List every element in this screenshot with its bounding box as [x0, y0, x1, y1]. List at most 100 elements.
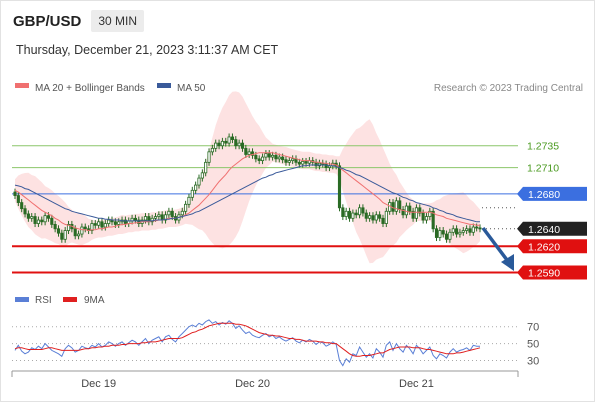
candle-body — [287, 160, 291, 163]
candle-body — [16, 195, 20, 203]
candle-body — [418, 207, 422, 214]
ma50-line — [14, 164, 480, 223]
candle-body — [244, 147, 248, 155]
candle-body — [394, 200, 398, 212]
candle-body — [180, 210, 184, 216]
candle-body — [234, 139, 238, 147]
candle-body — [163, 214, 168, 221]
candle-body — [465, 228, 469, 231]
level-tag-current — [517, 221, 587, 236]
candle-body — [324, 163, 328, 168]
candle-body — [271, 154, 275, 158]
candle-body — [404, 205, 408, 216]
candle-body — [368, 215, 372, 219]
candle-body — [170, 210, 174, 217]
candle-body — [133, 217, 137, 221]
candle-body — [190, 189, 194, 198]
candle-body — [254, 154, 258, 160]
candle-body — [274, 154, 278, 160]
candle-body — [237, 142, 241, 147]
chart-timestamp: Thursday, December 21, 2023 3:11:37 AM C… — [16, 43, 279, 57]
candle-body — [103, 223, 107, 228]
candle-body — [381, 217, 385, 224]
candle-body — [428, 210, 432, 217]
level-tags: 1.2735 1.2710 1.2680 1.2640 1.2620 1.2590 — [517, 141, 587, 280]
candle-body — [26, 213, 30, 219]
candle-body — [46, 215, 51, 219]
rsi-legend-swatch — [15, 297, 29, 302]
candle-body — [33, 216, 37, 224]
candle-body — [210, 147, 214, 153]
candle-body — [354, 212, 358, 216]
candle-body — [204, 161, 208, 174]
candle-body — [471, 226, 475, 233]
candle-body — [150, 217, 154, 223]
candle-body — [107, 219, 111, 224]
level-tag-label: 1.2590 — [528, 268, 560, 280]
candle-body — [461, 230, 465, 233]
timeframe-badge[interactable]: 30 MIN — [91, 10, 145, 32]
candle-body — [13, 191, 17, 196]
candle-body — [63, 230, 67, 240]
candle-body — [344, 210, 348, 217]
candle-body — [351, 212, 355, 219]
candle-body — [478, 227, 482, 230]
rsi-tick-label: 30 — [527, 356, 539, 368]
ma50-legend-label: MA 50 — [177, 83, 206, 94]
candle-body — [267, 153, 271, 158]
candle-body — [371, 215, 375, 221]
symbol-label[interactable]: GBP/USD — [13, 12, 82, 30]
x-tick-label: Dec 21 — [399, 378, 434, 390]
candle-body — [73, 228, 77, 237]
candle-body — [291, 158, 295, 161]
rsi-tick-label: 70 — [527, 322, 539, 334]
candle-body — [197, 177, 201, 186]
candle-body — [40, 219, 44, 223]
candle-body — [384, 210, 388, 224]
x-tick-label: Dec 20 — [235, 378, 270, 390]
candle-body — [374, 214, 378, 221]
candle-body — [337, 165, 342, 209]
level-tag-support — [517, 239, 587, 254]
candle-body — [455, 228, 459, 235]
candle-body — [341, 207, 345, 217]
candle-body — [451, 228, 455, 233]
candle-body — [60, 232, 64, 240]
bollinger-band-area — [15, 91, 480, 264]
rsi-panel: 70 50 30 — [12, 319, 539, 368]
candle-body — [194, 184, 198, 191]
level-label: 1.2735 — [527, 141, 559, 153]
candle-body — [153, 216, 158, 219]
candle-body — [458, 231, 462, 235]
candle-body — [184, 203, 188, 212]
candle-body — [207, 151, 211, 163]
rsi-ma-line — [14, 322, 481, 357]
candle-body — [247, 151, 251, 155]
candle-body — [297, 161, 301, 165]
rsi-tick-label: 50 — [527, 339, 539, 351]
candle-body — [421, 212, 425, 221]
x-axis: Dec 19 Dec 20 Dec 21 — [11, 371, 519, 390]
moving-average-lines — [14, 152, 480, 232]
candle-body — [281, 156, 285, 161]
candle-body — [123, 219, 127, 224]
candle-body — [23, 208, 27, 215]
candle-body — [468, 228, 472, 233]
candle-body — [475, 226, 479, 229]
candle-body — [83, 226, 87, 230]
level-label: 1.2710 — [527, 163, 559, 175]
ma50-legend-swatch — [157, 83, 171, 88]
candle-body — [220, 140, 224, 147]
candle-body — [137, 219, 141, 224]
candle-body — [441, 230, 445, 235]
candle-body — [157, 214, 161, 217]
candle-body — [448, 231, 452, 240]
candle-body — [434, 228, 439, 238]
candle-body — [431, 210, 435, 230]
candle-body — [347, 210, 352, 219]
candle-body — [240, 142, 245, 149]
candle-body — [36, 219, 40, 224]
candle-body — [250, 151, 255, 156]
candle-body — [113, 221, 117, 225]
